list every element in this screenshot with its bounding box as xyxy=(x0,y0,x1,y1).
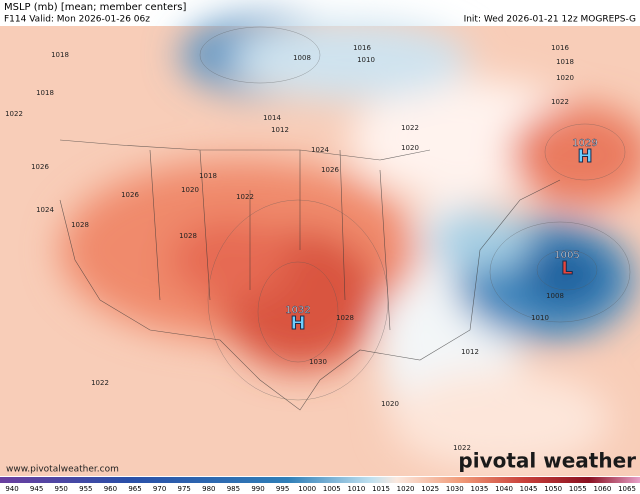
isobar-label: 1018 xyxy=(36,89,54,97)
isobar-label: 1030 xyxy=(309,358,327,366)
center-letter: H xyxy=(290,313,305,334)
isobar-label: 1024 xyxy=(311,146,329,154)
isobar-label: 1012 xyxy=(271,126,289,134)
isobar-label: 1018 xyxy=(199,172,217,180)
colorbar-tick-label: 1040 xyxy=(495,485,513,493)
colorbar-tick-label: 1050 xyxy=(544,485,562,493)
colorbar-tick-label: 945 xyxy=(30,485,43,493)
init-time: Init: Wed 2026-01-21 12z MOGREPS-G xyxy=(464,15,636,25)
colorbar-tick-label: 1045 xyxy=(520,485,538,493)
isobar-label: 1012 xyxy=(461,348,479,356)
isobar-label: 1022 xyxy=(236,193,254,201)
colorbar-tick-label: 940 xyxy=(5,485,18,493)
colorbar-tick-label: 965 xyxy=(128,485,141,493)
isobar-labels: 1018 1018 1022 1026 1024 1028 1028 1026 1020 1022… xyxy=(5,44,574,452)
isobar-label: 1022 xyxy=(91,379,109,387)
isobar-label: 1010 xyxy=(531,314,549,322)
colorbar-tick-label: 1055 xyxy=(569,485,587,493)
isobar-label: 1016 xyxy=(551,44,569,52)
colorbar-tick-label: 1015 xyxy=(372,485,390,493)
isobar-label: 1020 xyxy=(181,186,199,194)
center-letter: L xyxy=(561,258,572,279)
isobar-label: 1022 xyxy=(551,98,569,106)
center-value: 1032 xyxy=(285,305,310,316)
isobar-label: 1020 xyxy=(556,74,574,82)
isobar-label: 1008 xyxy=(293,54,311,62)
watermark: www.pivotalweather.com xyxy=(6,465,119,475)
colorbar-tick-label: 955 xyxy=(79,485,92,493)
isobar-label: 1022 xyxy=(5,110,23,118)
isobar-label: 1018 xyxy=(556,58,574,66)
colorbar-tick-label: 950 xyxy=(55,485,68,493)
isobar-label: 1022 xyxy=(401,124,419,132)
valid-time: F114 Valid: Mon 2026-01-26 06z xyxy=(4,15,150,25)
colorbar-tick-label: 1025 xyxy=(421,485,439,493)
center-value: 1029 xyxy=(572,138,597,149)
colorbar-tick-label: 1000 xyxy=(298,485,316,493)
colorbar xyxy=(0,477,640,483)
isobar-label: 1024 xyxy=(36,206,54,214)
isobar-label: 1026 xyxy=(31,163,49,171)
isobar-label: 1020 xyxy=(401,144,419,152)
isobar-label: 1014 xyxy=(263,114,281,122)
isobar-label: 1022 xyxy=(453,444,471,452)
colorbar-tick-label: 975 xyxy=(178,485,191,493)
center-value: 1005 xyxy=(554,250,579,261)
isobar-label: 1026 xyxy=(121,191,139,199)
colorbar-tick-label: 995 xyxy=(276,485,289,493)
colorbar-tick-label: 990 xyxy=(251,485,264,493)
colorbar-tick-label: 1005 xyxy=(323,485,341,493)
isobar-label: 1026 xyxy=(321,166,339,174)
isobar-label: 1010 xyxy=(357,56,375,64)
isobar-label: 1028 xyxy=(71,221,89,229)
isobar-label: 1008 xyxy=(546,292,564,300)
isobar-label: 1016 xyxy=(353,44,371,52)
colorbar-tick-label: 985 xyxy=(227,485,240,493)
isobar-label: 1028 xyxy=(179,232,197,240)
colorbar-tick-label: 970 xyxy=(153,485,166,493)
colorbar-tick-label: 1060 xyxy=(593,485,611,493)
map xyxy=(0,15,640,476)
map-title: MSLP (mb) [mean; member centers] xyxy=(4,2,186,13)
isobar-label: 1020 xyxy=(381,400,399,408)
colorbar-tick-label: 1020 xyxy=(397,485,415,493)
colorbar-tick-label: 980 xyxy=(202,485,215,493)
colorbar-tick-label: 1030 xyxy=(446,485,464,493)
colorbar-tick-label: 960 xyxy=(104,485,117,493)
center-letter: H xyxy=(577,146,592,167)
colorbar-tick-label: 1035 xyxy=(470,485,488,493)
colorbar-tick-label: 1065 xyxy=(618,485,636,493)
isobar-label: 1028 xyxy=(336,314,354,322)
brand: pivotal weather xyxy=(458,449,636,473)
colorbar-tick-label: 1010 xyxy=(347,485,365,493)
isobar-label: 1018 xyxy=(51,51,69,59)
colorbar-ticks: 940 945 950 955 960 965 970 975 980 985 990 995 1000… xyxy=(5,485,636,493)
